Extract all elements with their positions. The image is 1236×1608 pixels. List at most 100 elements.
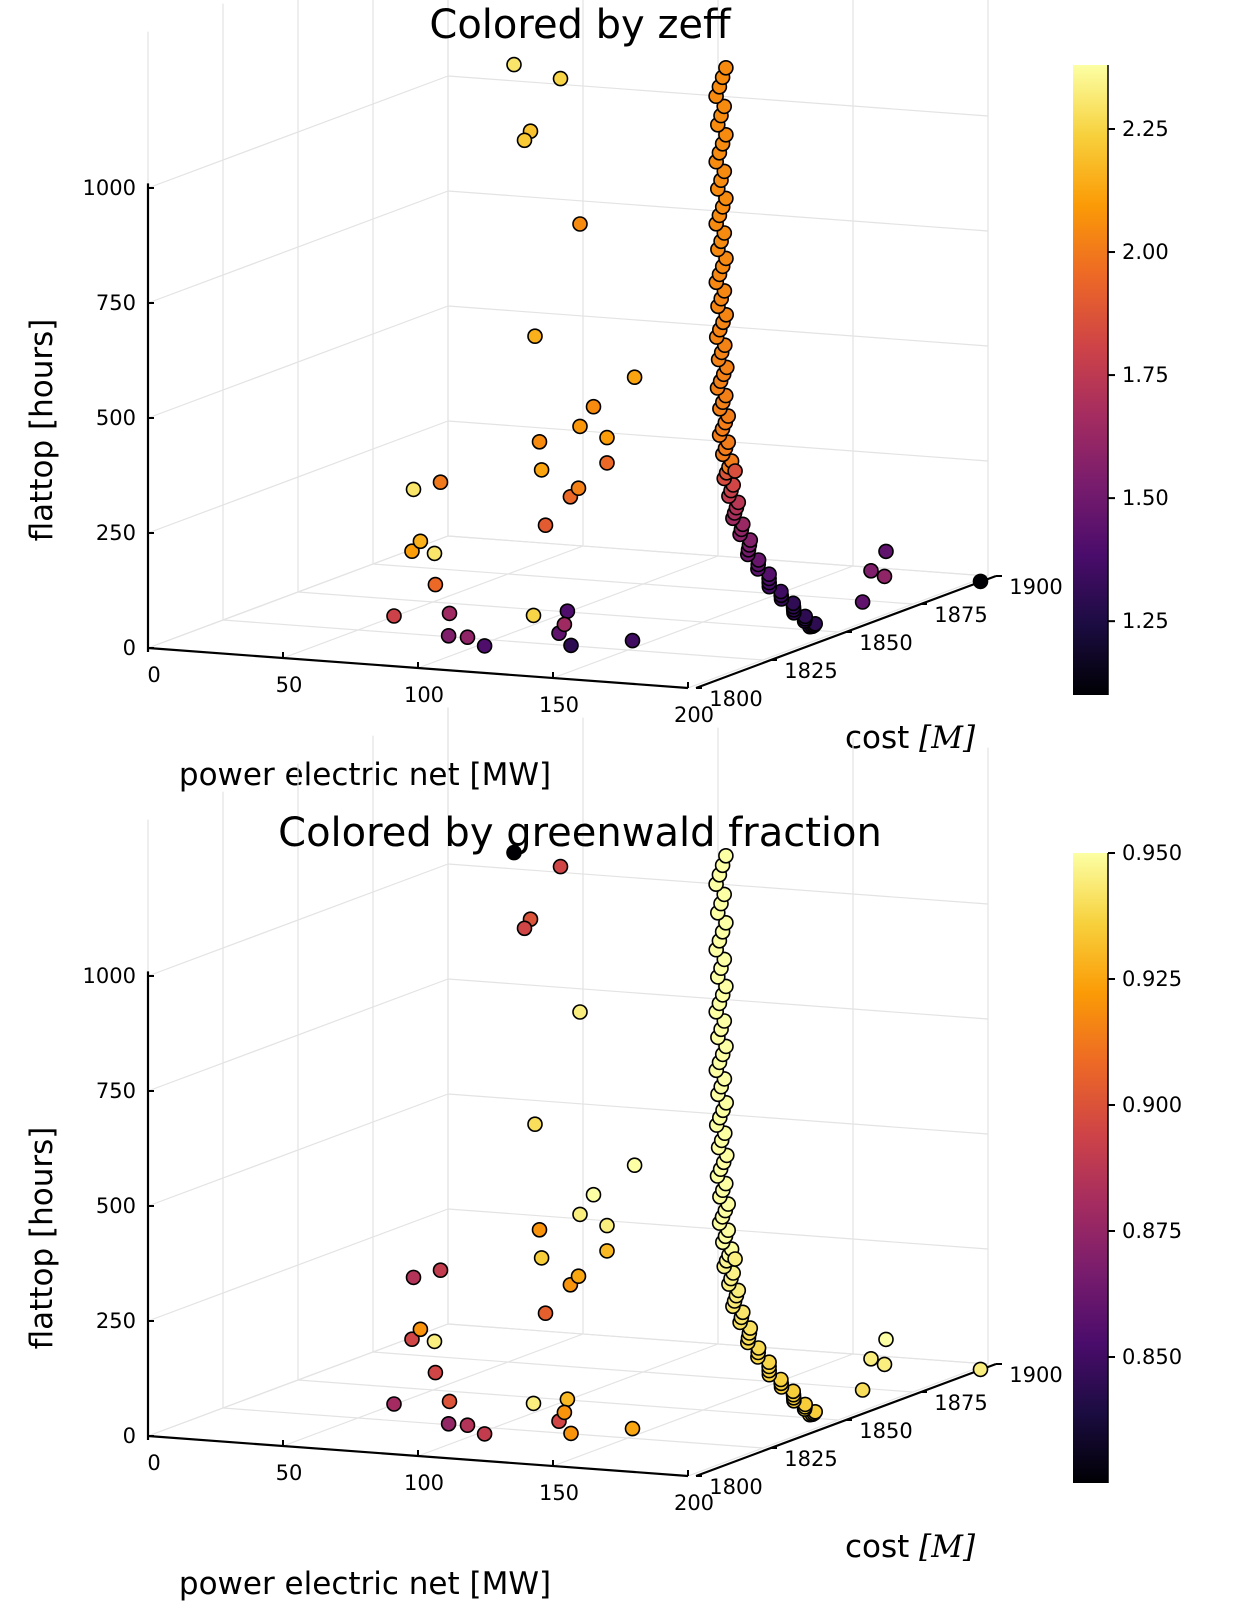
- scatter-point: [718, 127, 734, 143]
- scatter-point: [572, 1206, 588, 1223]
- grid-line: [147, 305, 449, 419]
- scatter-point: [386, 1396, 402, 1412]
- grid: [147, 0, 989, 689]
- x-tick-label: 200: [674, 703, 714, 727]
- scatter-point: [525, 1395, 542, 1412]
- scatter-point: [476, 1426, 493, 1442]
- x-tick-label: 50: [276, 673, 303, 697]
- scatter-point: [585, 398, 602, 415]
- grid-line: [447, 1323, 989, 1365]
- scatter-point: [533, 1250, 550, 1266]
- x-tick-label: 100: [404, 1471, 444, 1495]
- scatter-point: [533, 462, 550, 478]
- colorbar-tick-label: 1.25: [1122, 609, 1169, 633]
- colorbar: 0.850 0.875 0.900 0.925 0.950: [1073, 841, 1182, 1483]
- scatter-point: [440, 627, 457, 644]
- z-tick-label: 1000: [83, 176, 136, 200]
- scatter-point: [537, 1305, 554, 1321]
- colorbar-tick-label: 0.925: [1122, 967, 1182, 991]
- colorbar-tick-label: 0.900: [1122, 1093, 1182, 1117]
- scatter-point: [432, 474, 449, 491]
- z-axis-label: flattop [hours]: [24, 1127, 60, 1350]
- z-tick-label: 250: [96, 1309, 136, 1333]
- scatter-point: [559, 1391, 576, 1407]
- scatter-point: [427, 1364, 444, 1381]
- colorbar-gradient: [1073, 65, 1108, 695]
- scatter-point: [878, 1331, 894, 1348]
- grid-line: [147, 1323, 449, 1437]
- y-tick-label: 1900: [1009, 575, 1062, 599]
- scatter-point: [626, 1157, 643, 1173]
- x-tick-label: 150: [539, 1481, 579, 1505]
- scatter-point: [552, 70, 569, 87]
- scatter-point: [525, 607, 542, 624]
- scatter-point: [863, 562, 879, 579]
- z-tick-label: 750: [96, 1079, 136, 1103]
- scatter-point: [972, 573, 989, 590]
- scatter-point: [854, 1382, 871, 1398]
- scatter-point: [516, 920, 533, 937]
- grid-line: [687, 575, 989, 689]
- scatter-point: [572, 418, 588, 435]
- scatter-point: [716, 98, 733, 115]
- scatter-point: [876, 1356, 893, 1373]
- grid-line: [447, 535, 989, 577]
- grid-line: [147, 75, 449, 189]
- scatter-point: [563, 1425, 579, 1442]
- z-tick-label: 250: [96, 521, 136, 545]
- colorbar-tick-label: 0.950: [1122, 841, 1182, 865]
- scatter-point: [405, 481, 422, 498]
- scatter-point: [863, 1351, 879, 1367]
- scatter-point: [570, 480, 587, 497]
- y-axis-label: cost [M]: [845, 720, 976, 756]
- scatter-point: [563, 637, 579, 654]
- scatter-point: [556, 616, 573, 633]
- grid-line: [282, 545, 584, 659]
- chart-title: Colored by greenwald fraction: [278, 810, 882, 856]
- y-tick-label: 1900: [1009, 1363, 1062, 1387]
- z-tick-label: 0: [123, 1424, 136, 1448]
- scatter-point: [459, 1417, 476, 1433]
- colorbar-tick-label: 1.50: [1122, 486, 1169, 510]
- grid-line: [552, 1353, 854, 1467]
- y-tick-label: 1875: [934, 603, 987, 627]
- scatter-point: [552, 858, 569, 875]
- scatter-point: [441, 1393, 458, 1410]
- scatter-point: [459, 629, 476, 646]
- z-tick-label: 750: [96, 291, 136, 315]
- grid-line: [552, 565, 854, 679]
- scatter-point: [718, 847, 734, 864]
- y-axis-label-math: [M]: [919, 1529, 976, 1565]
- scatter-point: [531, 1222, 548, 1238]
- grid-line: [147, 978, 449, 1092]
- y-axis-label: cost [M]: [845, 1529, 976, 1565]
- y-axis-label-text: cost: [845, 1529, 919, 1565]
- grid-line: [147, 535, 449, 649]
- scatter-point: [432, 1262, 449, 1278]
- scatter-point: [624, 1420, 641, 1437]
- x-tick-label: 50: [276, 1461, 303, 1485]
- grid-line: [687, 1363, 989, 1477]
- panel-zeff: Colored by zeff power electric net [MW] …: [24, 0, 1169, 793]
- scatter-point: [876, 568, 893, 585]
- scatter-point: [727, 463, 743, 479]
- grid-line: [147, 420, 449, 534]
- x-tick-label: 200: [674, 1491, 714, 1515]
- y-tick-label: 1825: [784, 659, 837, 683]
- scatter-point: [718, 914, 734, 931]
- scatter-point: [716, 886, 733, 903]
- scatter-points: [386, 56, 989, 654]
- scatter-point: [570, 1268, 587, 1284]
- x-tick-label: 0: [147, 1451, 160, 1475]
- colorbar-gradient: [1073, 853, 1108, 1483]
- scatter-point: [559, 603, 576, 620]
- scatter-point: [626, 369, 643, 386]
- scatter-point: [527, 328, 543, 345]
- z-tick-label: 1000: [83, 964, 136, 988]
- scatter-point: [878, 543, 894, 560]
- scatter-point: [426, 1333, 443, 1350]
- scatter-points: [386, 844, 989, 1442]
- scatter-point: [854, 594, 871, 610]
- x-axis-label: power electric net [MW]: [179, 757, 551, 793]
